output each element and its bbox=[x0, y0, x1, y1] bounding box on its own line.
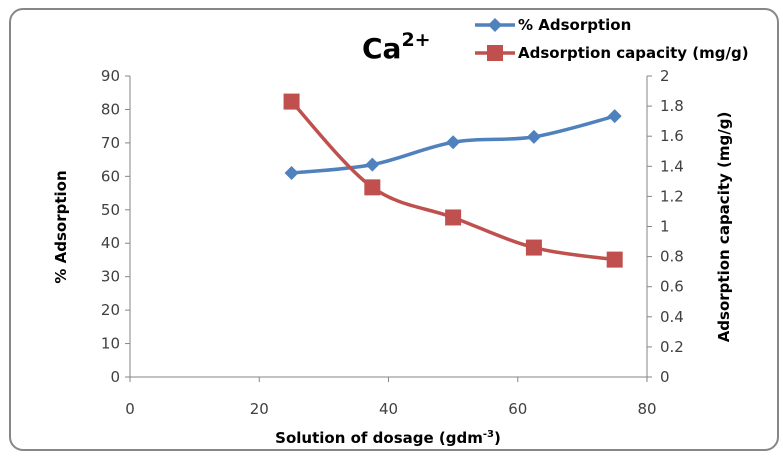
y2-axis-label: Adsorption capacity (mg/g) bbox=[715, 112, 733, 343]
y-tick-label: 10 bbox=[101, 335, 120, 353]
y-tick-label: 50 bbox=[101, 201, 120, 219]
y2-tick-label: 1.6 bbox=[660, 127, 684, 145]
y-tick-label: 30 bbox=[101, 268, 120, 286]
y2-tick-label: 0.8 bbox=[660, 248, 684, 266]
square-marker bbox=[283, 93, 300, 110]
y-tick-label: 90 bbox=[101, 67, 120, 85]
legend-label: Adsorption capacity (mg/g) bbox=[518, 44, 749, 62]
y2-tick-label: 0.6 bbox=[660, 278, 684, 296]
legend: % Adsorption Adsorption capacity (mg/g) bbox=[475, 16, 749, 62]
series-adsorption-capacity bbox=[283, 93, 623, 268]
diamond-marker bbox=[526, 129, 541, 144]
square-marker bbox=[606, 251, 623, 268]
y2-tick-label: 1.2 bbox=[660, 187, 684, 205]
square-marker bbox=[525, 239, 542, 256]
diamond-marker bbox=[488, 18, 502, 32]
x-tick-label: 40 bbox=[379, 400, 398, 418]
square-marker bbox=[364, 179, 381, 196]
x-tick-label: 60 bbox=[508, 400, 527, 418]
y-tick-label: 40 bbox=[101, 234, 120, 252]
diamond-marker bbox=[607, 109, 622, 124]
series bbox=[283, 93, 623, 268]
diamond-marker bbox=[446, 135, 461, 150]
y2-tick-label: 1.8 bbox=[660, 97, 684, 115]
diamond-marker bbox=[365, 157, 380, 172]
y-tick-label: 70 bbox=[101, 134, 120, 152]
square-marker bbox=[445, 209, 462, 226]
chart-frame bbox=[9, 8, 779, 451]
y-axis-label: % Adsorption bbox=[52, 170, 70, 283]
x-tick-label: 80 bbox=[637, 400, 656, 418]
y-tick-label: 80 bbox=[101, 100, 120, 118]
x-axis-label: Solution of dosage (gdm-3) bbox=[275, 429, 501, 447]
y-tick-label: 60 bbox=[101, 167, 120, 185]
y2-tick-label: 0 bbox=[660, 368, 670, 386]
diamond-marker bbox=[284, 165, 299, 180]
y2-tick-label: 1 bbox=[660, 218, 670, 236]
y-tick-label: 20 bbox=[101, 301, 120, 319]
series-percent-adsorption bbox=[284, 109, 622, 180]
legend-item: % Adsorption bbox=[475, 16, 631, 34]
x-tick-label: 0 bbox=[125, 400, 135, 418]
y2-tick-label: 2 bbox=[660, 67, 670, 85]
y-tick-label: 0 bbox=[110, 368, 120, 386]
legend-label: % Adsorption bbox=[518, 16, 631, 34]
y2-tick-label: 0.2 bbox=[660, 338, 684, 356]
legend-item: Adsorption capacity (mg/g) bbox=[475, 44, 749, 62]
x-tick-label: 20 bbox=[250, 400, 269, 418]
y2-tick-label: 0.4 bbox=[660, 308, 684, 326]
square-marker bbox=[487, 45, 503, 61]
y2-tick-label: 1.4 bbox=[660, 157, 684, 175]
series-line bbox=[290, 100, 615, 262]
axes: 010203040506070809000.20.40.60.811.21.41… bbox=[101, 67, 684, 418]
chart-title: Ca2+ bbox=[362, 29, 431, 65]
